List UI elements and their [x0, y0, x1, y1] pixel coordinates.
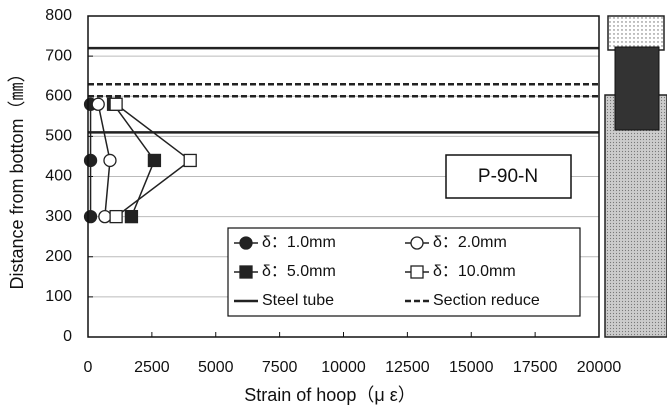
y-tick-label: 800	[45, 7, 72, 24]
data-point	[148, 154, 160, 166]
specimen-diagram	[605, 16, 667, 337]
chart: Strain of hoop（μ ε） Distance from bottom…	[0, 0, 667, 415]
legend-marker	[411, 237, 423, 249]
x-tick-label: 12500	[385, 359, 430, 376]
y-tick-label: 100	[45, 288, 72, 305]
data-point	[125, 211, 137, 223]
legend-label: Steel tube	[262, 292, 334, 309]
x-tick-label: 15000	[449, 359, 494, 376]
data-point	[184, 154, 196, 166]
x-tick-label: 5000	[198, 359, 234, 376]
annotation: P-90-N	[478, 166, 538, 187]
page: {"chart_data": {"type": "line", "xlabel"…	[0, 0, 667, 415]
x-tick-label: 0	[84, 359, 93, 376]
legend-marker	[240, 237, 252, 249]
data-point	[85, 211, 97, 223]
legend-label: δ：1.0mm	[262, 234, 336, 251]
legend: δ：1.0mm δ：2.0mm δ：5.0mm δ：10.0mm Steel tube S…	[228, 228, 580, 316]
data-point	[110, 211, 122, 223]
x-tick-label: 2500	[134, 359, 170, 376]
data-point	[92, 98, 104, 110]
y-tick-label: 600	[45, 87, 72, 104]
legend-label: δ：5.0mm	[262, 263, 336, 280]
legend-marker	[240, 266, 252, 278]
x-axis-title: Strain of hoop（μ ε）	[244, 385, 415, 405]
y-tick-label: 400	[45, 168, 72, 185]
data-point	[99, 211, 111, 223]
data-point	[104, 154, 116, 166]
legend-label: Section reduce	[433, 292, 540, 309]
data-point	[85, 154, 97, 166]
data-point	[110, 98, 122, 110]
x-tick-label: 7500	[262, 359, 298, 376]
y-tick-label: 700	[45, 47, 72, 64]
legend-marker	[411, 266, 423, 278]
y-tick-label: 200	[45, 248, 72, 265]
legend-label: δ：2.0mm	[433, 234, 507, 251]
y-tick-label: 300	[45, 208, 72, 225]
x-tick-label: 10000	[321, 359, 366, 376]
y-axis-title: Distance from bottom（㎜）	[7, 64, 27, 289]
x-tick-label: 20000	[577, 359, 622, 376]
y-tick-label: 0	[63, 328, 72, 345]
x-tick-label: 17500	[513, 359, 558, 376]
y-tick-label: 500	[45, 128, 72, 145]
legend-label: δ：10.0mm	[433, 263, 516, 280]
